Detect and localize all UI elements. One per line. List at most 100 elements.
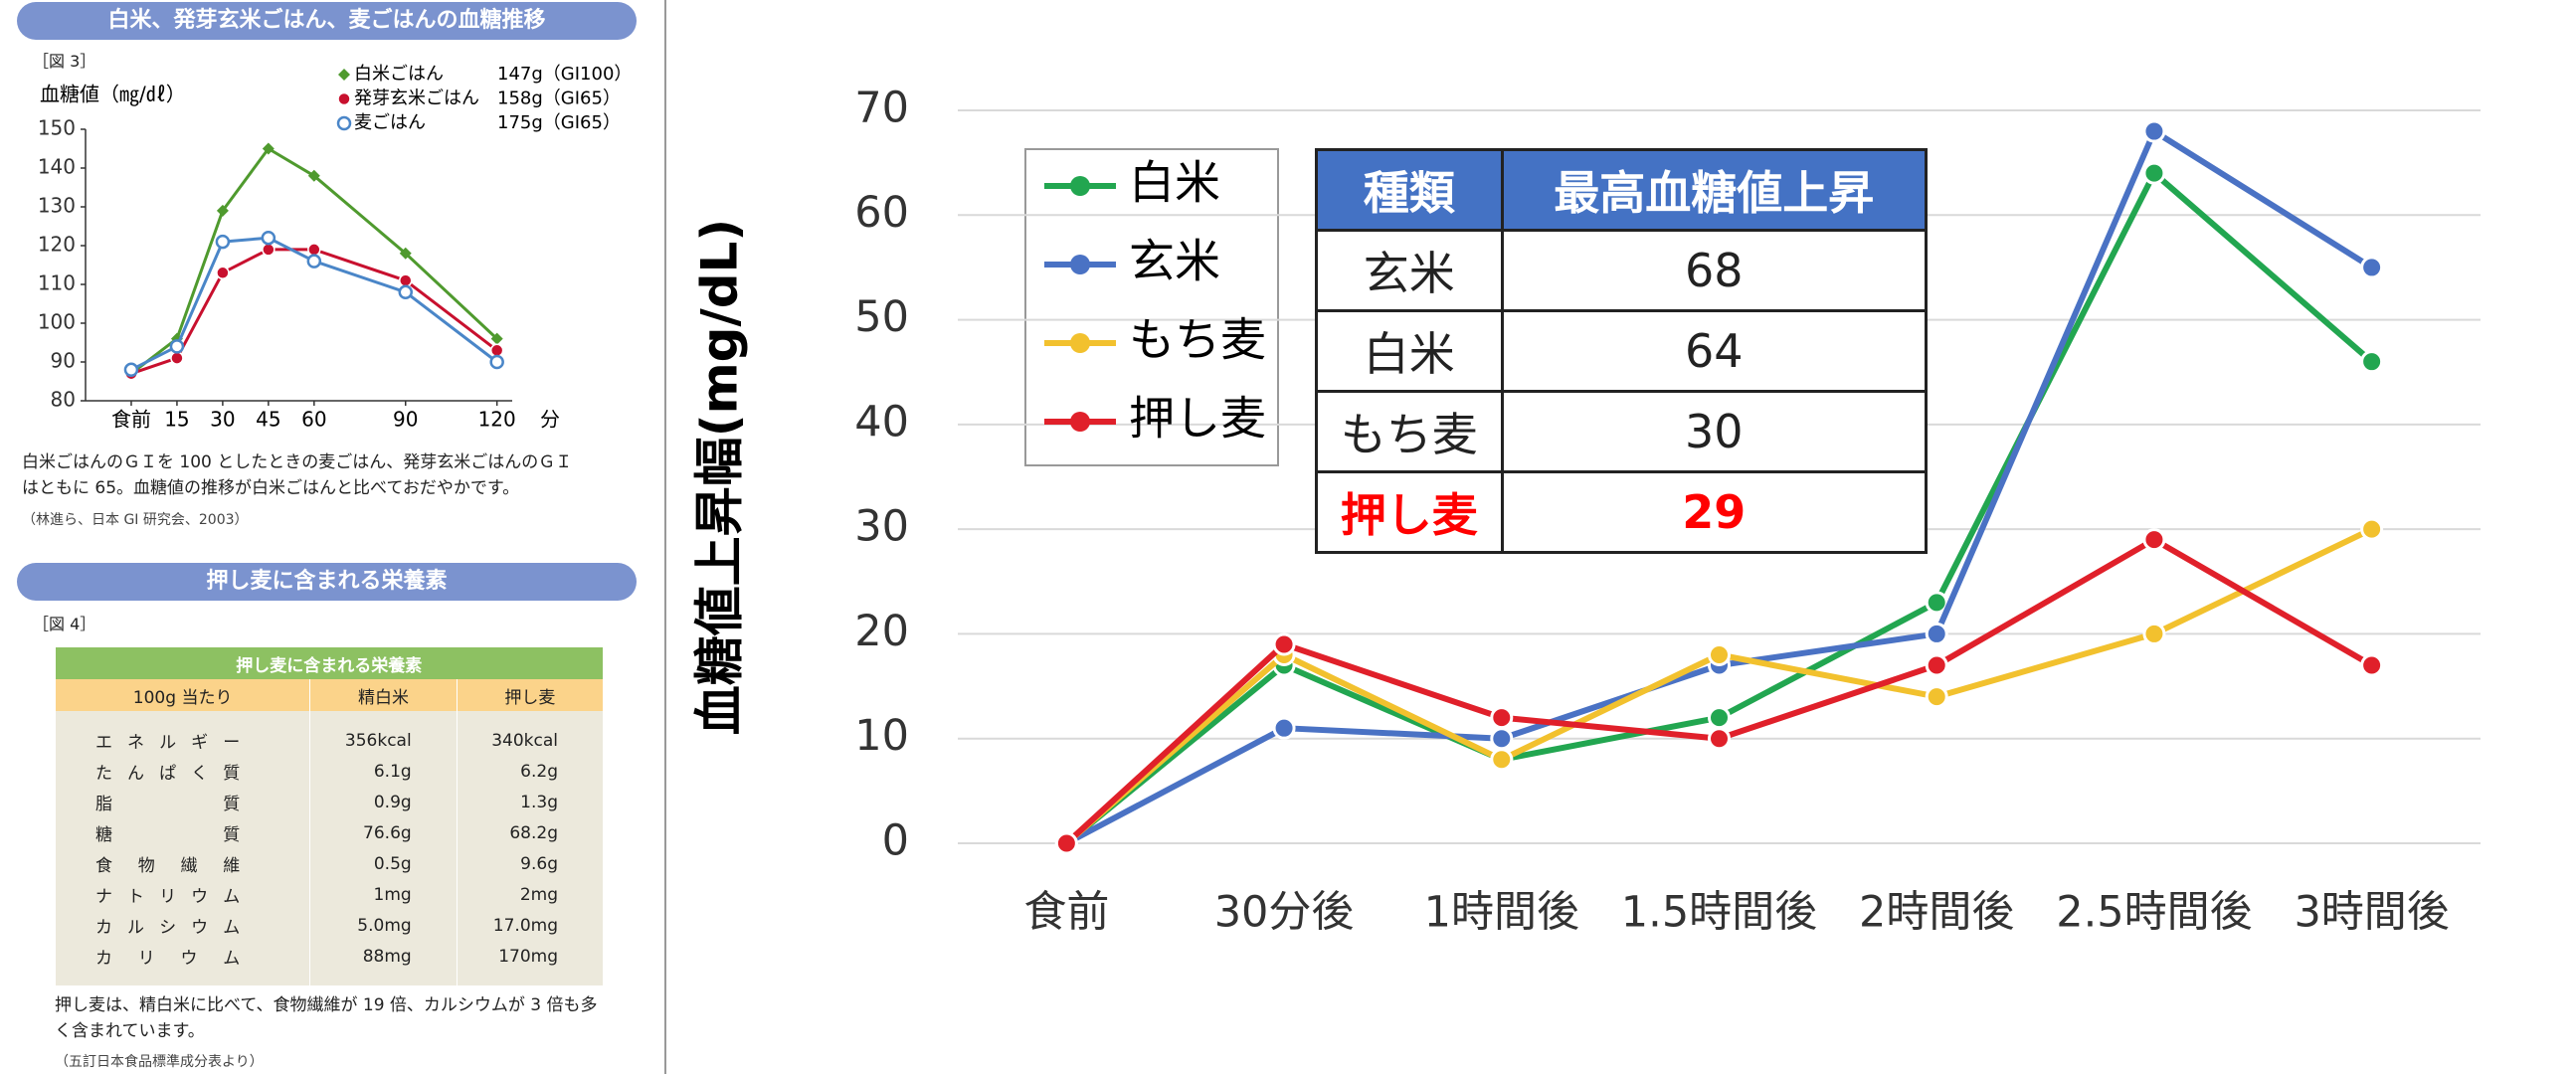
y-tick-label: 40 — [854, 397, 909, 447]
marker — [337, 91, 351, 106]
marker — [1925, 685, 1948, 709]
table-cell: 糖質 — [54, 817, 310, 848]
legend-label: 麦ごはん — [354, 112, 426, 133]
marker — [1925, 653, 1948, 677]
section-header: 白米、発芽玄米ごはん、麦ごはんの血糖推移 — [17, 2, 637, 40]
y-tick-label: 50 — [854, 292, 909, 342]
legend-label: 白米 — [1129, 156, 1220, 210]
y-tick-label: 70 — [854, 84, 909, 133]
marker — [123, 362, 139, 378]
y-tick-label: 110 — [38, 271, 76, 295]
table-cell: 6.1g — [309, 756, 458, 787]
source: （五訂日本食品標準成分表より） — [55, 1054, 264, 1070]
table-header-row: 種類 最高血糖値上昇 — [1315, 148, 1928, 232]
table-row: 脂質 0.9g 1.3g — [54, 787, 603, 817]
marker — [399, 273, 413, 287]
caption: 白米ごはんのＧＩを 100 としたときの麦ごはん、発芽玄米ごはんのＧＩはともに … — [22, 452, 573, 498]
marker — [399, 247, 412, 260]
marker — [169, 339, 185, 354]
table-cell: 0.5g — [309, 848, 458, 879]
marker — [490, 332, 503, 345]
figure-label: ［図 4］ — [33, 615, 96, 633]
table-cell: カリウム — [54, 941, 310, 985]
legend-note: 175g（GI65） — [497, 112, 621, 133]
marker — [489, 343, 504, 358]
y-tick-label: 150 — [38, 116, 76, 140]
table-cell: 17.0mg — [456, 910, 603, 941]
table-cell: 白米 — [1315, 309, 1504, 393]
table-cell: 30 — [1500, 390, 1928, 473]
marker — [262, 243, 276, 257]
x-tick-label: 2時間後 — [1859, 888, 2014, 938]
table-cell: 食物繊維 — [54, 848, 310, 879]
table-cell: 1mg — [309, 879, 458, 910]
table-row: エネルギー 356kcal 340kcal — [54, 711, 603, 756]
marker — [2360, 653, 2384, 677]
legend-swatch — [1070, 255, 1090, 274]
y-tick-label: 140 — [38, 155, 76, 179]
table-cell: 68 — [1500, 229, 1928, 312]
max-rise-table: 種類 最高血糖値上昇 玄米 68 白米 64 もち麦 30 押し麦 29 — [1315, 148, 1928, 554]
y-tick-label: 30 — [854, 502, 909, 552]
table-row: 食物繊維 0.5g 9.6g — [54, 848, 603, 879]
marker — [1272, 716, 1296, 740]
series-line — [1064, 536, 2374, 846]
marker — [170, 351, 184, 365]
table-header: 種類 — [1315, 148, 1504, 232]
table-cell: 68.2g — [456, 817, 603, 848]
figure-label: ［図 3］ — [33, 52, 96, 71]
legend-swatch — [1070, 412, 1090, 432]
y-tick-label: 100 — [38, 310, 76, 334]
table-cell: 脂質 — [54, 787, 310, 817]
table-cell: 356kcal — [309, 711, 458, 756]
marker — [1708, 706, 1731, 730]
table-header: 100g 当たり — [54, 679, 310, 711]
nutrition-table: 押し麦に含まれる栄養素 100g 当たり 精白米 押し麦 エネルギー 356kcal 340… — [54, 647, 603, 985]
marker — [216, 266, 230, 280]
table-header: 押し麦 — [456, 679, 603, 711]
x-tick-label: 1時間後 — [1424, 888, 1579, 938]
marker — [2142, 161, 2166, 185]
table-cell: 押し麦 — [1315, 470, 1504, 554]
marker — [1490, 727, 1514, 751]
legend-label: 発芽玄米ごはん — [354, 89, 479, 109]
x-tick-label: 30 — [210, 408, 235, 432]
x-tick-label: 3時間後 — [2294, 888, 2449, 938]
table-row: もち麦 30 — [1315, 390, 1928, 473]
table-cell: 1.3g — [456, 787, 603, 817]
table-cell: 170mg — [456, 941, 603, 985]
x-tick-label: 2.5時間後 — [2056, 888, 2252, 938]
x-tick-label: 30分後 — [1214, 888, 1355, 938]
marker — [262, 142, 275, 155]
y-tick-label: 120 — [38, 233, 76, 257]
table-row: ナトリウム 1mg 2mg — [54, 879, 603, 910]
y-tick-label: 130 — [38, 194, 76, 218]
marker — [307, 169, 320, 182]
legend-swatch — [1070, 333, 1090, 353]
legend-note: 158g（GI65） — [497, 89, 621, 109]
y-tick-label: 10 — [854, 711, 909, 761]
x-tick-label: 食前 — [1023, 888, 1109, 938]
marker — [307, 243, 321, 257]
x-tick-label: 1.5時間後 — [1621, 888, 1817, 938]
caption: 押し麦は、精白米に比べて、食物繊維が 19 倍、カルシウムが 3 倍も多く含まれ… — [55, 995, 598, 1041]
y-axis-label: 血糖値上昇幅(mg/dL) — [691, 219, 749, 736]
table-row: カリウム 88mg 170mg — [54, 941, 603, 985]
marker — [2142, 119, 2166, 143]
legend-label: 白米ごはん — [354, 64, 444, 85]
x-tick-label: 15 — [164, 408, 189, 432]
legend-label: 押し麦 — [1129, 392, 1266, 446]
marker — [1925, 622, 1948, 645]
x-tick-label: 90 — [393, 408, 418, 432]
marker — [1272, 632, 1296, 656]
table-cell: 玄米 — [1315, 229, 1504, 312]
table-cell: 2mg — [456, 879, 603, 910]
marker — [2142, 622, 2166, 645]
marker — [306, 254, 322, 268]
marker — [1708, 727, 1731, 751]
marker — [215, 234, 231, 250]
y-tick-label: 20 — [854, 607, 909, 656]
table-title-row: 押し麦に含まれる栄養素 — [55, 647, 603, 679]
